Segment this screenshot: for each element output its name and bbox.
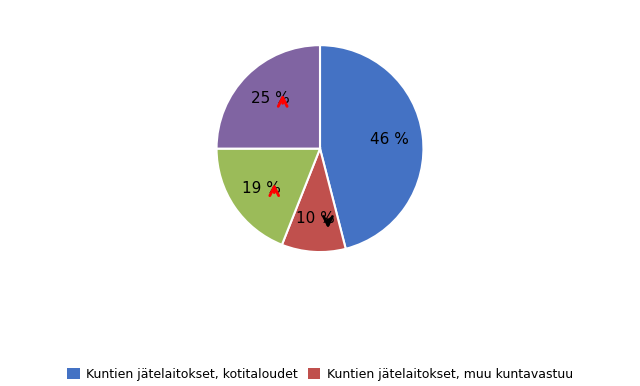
Wedge shape [216, 45, 320, 149]
Text: 25 %: 25 % [251, 91, 290, 107]
Legend: Kuntien jätelaitokset, kotitaloudet, Yksityiset jätealan yritykset, Kuntien jäte: Kuntien jätelaitokset, kotitaloudet, Yks… [62, 363, 578, 386]
Text: 19 %: 19 % [243, 181, 281, 196]
Text: 10 %: 10 % [296, 211, 335, 226]
Wedge shape [216, 149, 320, 245]
Text: 46 %: 46 % [371, 132, 409, 147]
Wedge shape [320, 45, 424, 249]
Wedge shape [282, 149, 346, 252]
